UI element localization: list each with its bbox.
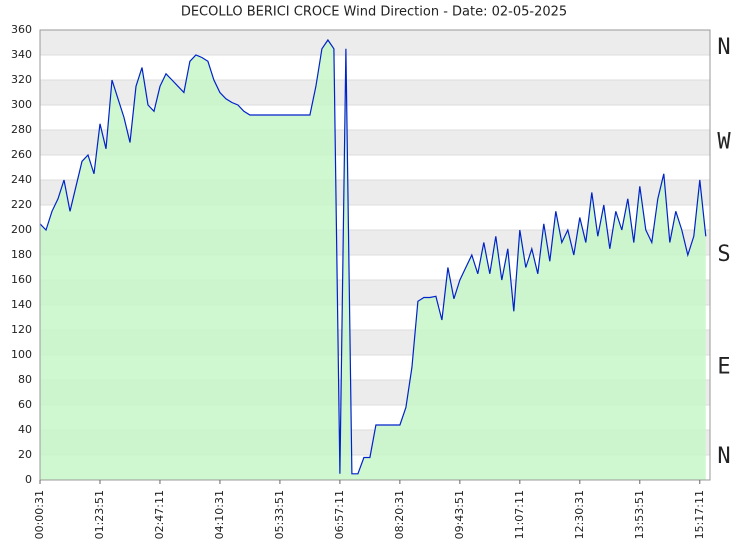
- y-tick-label: 220: [11, 198, 32, 211]
- compass-label: S: [717, 242, 730, 267]
- plot-frame: [39, 29, 711, 481]
- y-tick-label: 120: [11, 323, 32, 336]
- y-tick-label: 140: [11, 298, 32, 311]
- y-tick-label: 340: [11, 48, 32, 61]
- x-tick-label: 01:23:51: [93, 490, 106, 539]
- y-tick-label: 240: [11, 173, 32, 186]
- y-tick-label: 300: [11, 98, 32, 111]
- band: [40, 80, 710, 105]
- x-tick-label: 00:00:31: [33, 490, 46, 539]
- y-tick-label: 0: [25, 473, 32, 486]
- chart-title: DECOLLO BERICI CROCE Wind Direction - Da…: [181, 5, 567, 20]
- y-tick-label: 40: [18, 423, 32, 436]
- y-tick-label: 180: [11, 248, 32, 261]
- y-tick-label: 160: [11, 273, 32, 286]
- y-tick-label: 320: [11, 73, 32, 86]
- compass-label: N: [717, 35, 730, 60]
- x-tick-label: 06:57:11: [333, 490, 346, 539]
- y-tick-label: 200: [11, 223, 32, 236]
- line: [39, 38, 707, 475]
- area: [40, 40, 706, 480]
- y-tick-label: 260: [11, 148, 32, 161]
- y-tick-label: 20: [18, 448, 32, 461]
- x-tick-label: 04:10:31: [213, 490, 226, 539]
- compass-label: W: [717, 130, 731, 155]
- y-tick-label: 60: [18, 398, 32, 411]
- x-tick-label: 11:07:11: [513, 490, 526, 539]
- compass-label: N: [717, 444, 730, 469]
- y-tick-label: 80: [18, 373, 32, 386]
- x-tick-label: 13:53:51: [633, 490, 646, 539]
- x-tick-label: 08:20:31: [393, 490, 406, 539]
- compass-label: E: [717, 355, 730, 380]
- x-tick-label: 15:17:11: [693, 490, 706, 539]
- band: [40, 30, 710, 55]
- x-tick-label: 12:30:31: [573, 490, 586, 539]
- x-tick-label: 05:33:51: [273, 490, 286, 539]
- y-tick-label: 280: [11, 123, 32, 136]
- y-tick-label: 360: [11, 23, 32, 36]
- x-tick-label: 09:43:51: [453, 490, 466, 539]
- x-tick-label: 02:47:11: [153, 490, 166, 539]
- y-tick-label: 100: [11, 348, 32, 361]
